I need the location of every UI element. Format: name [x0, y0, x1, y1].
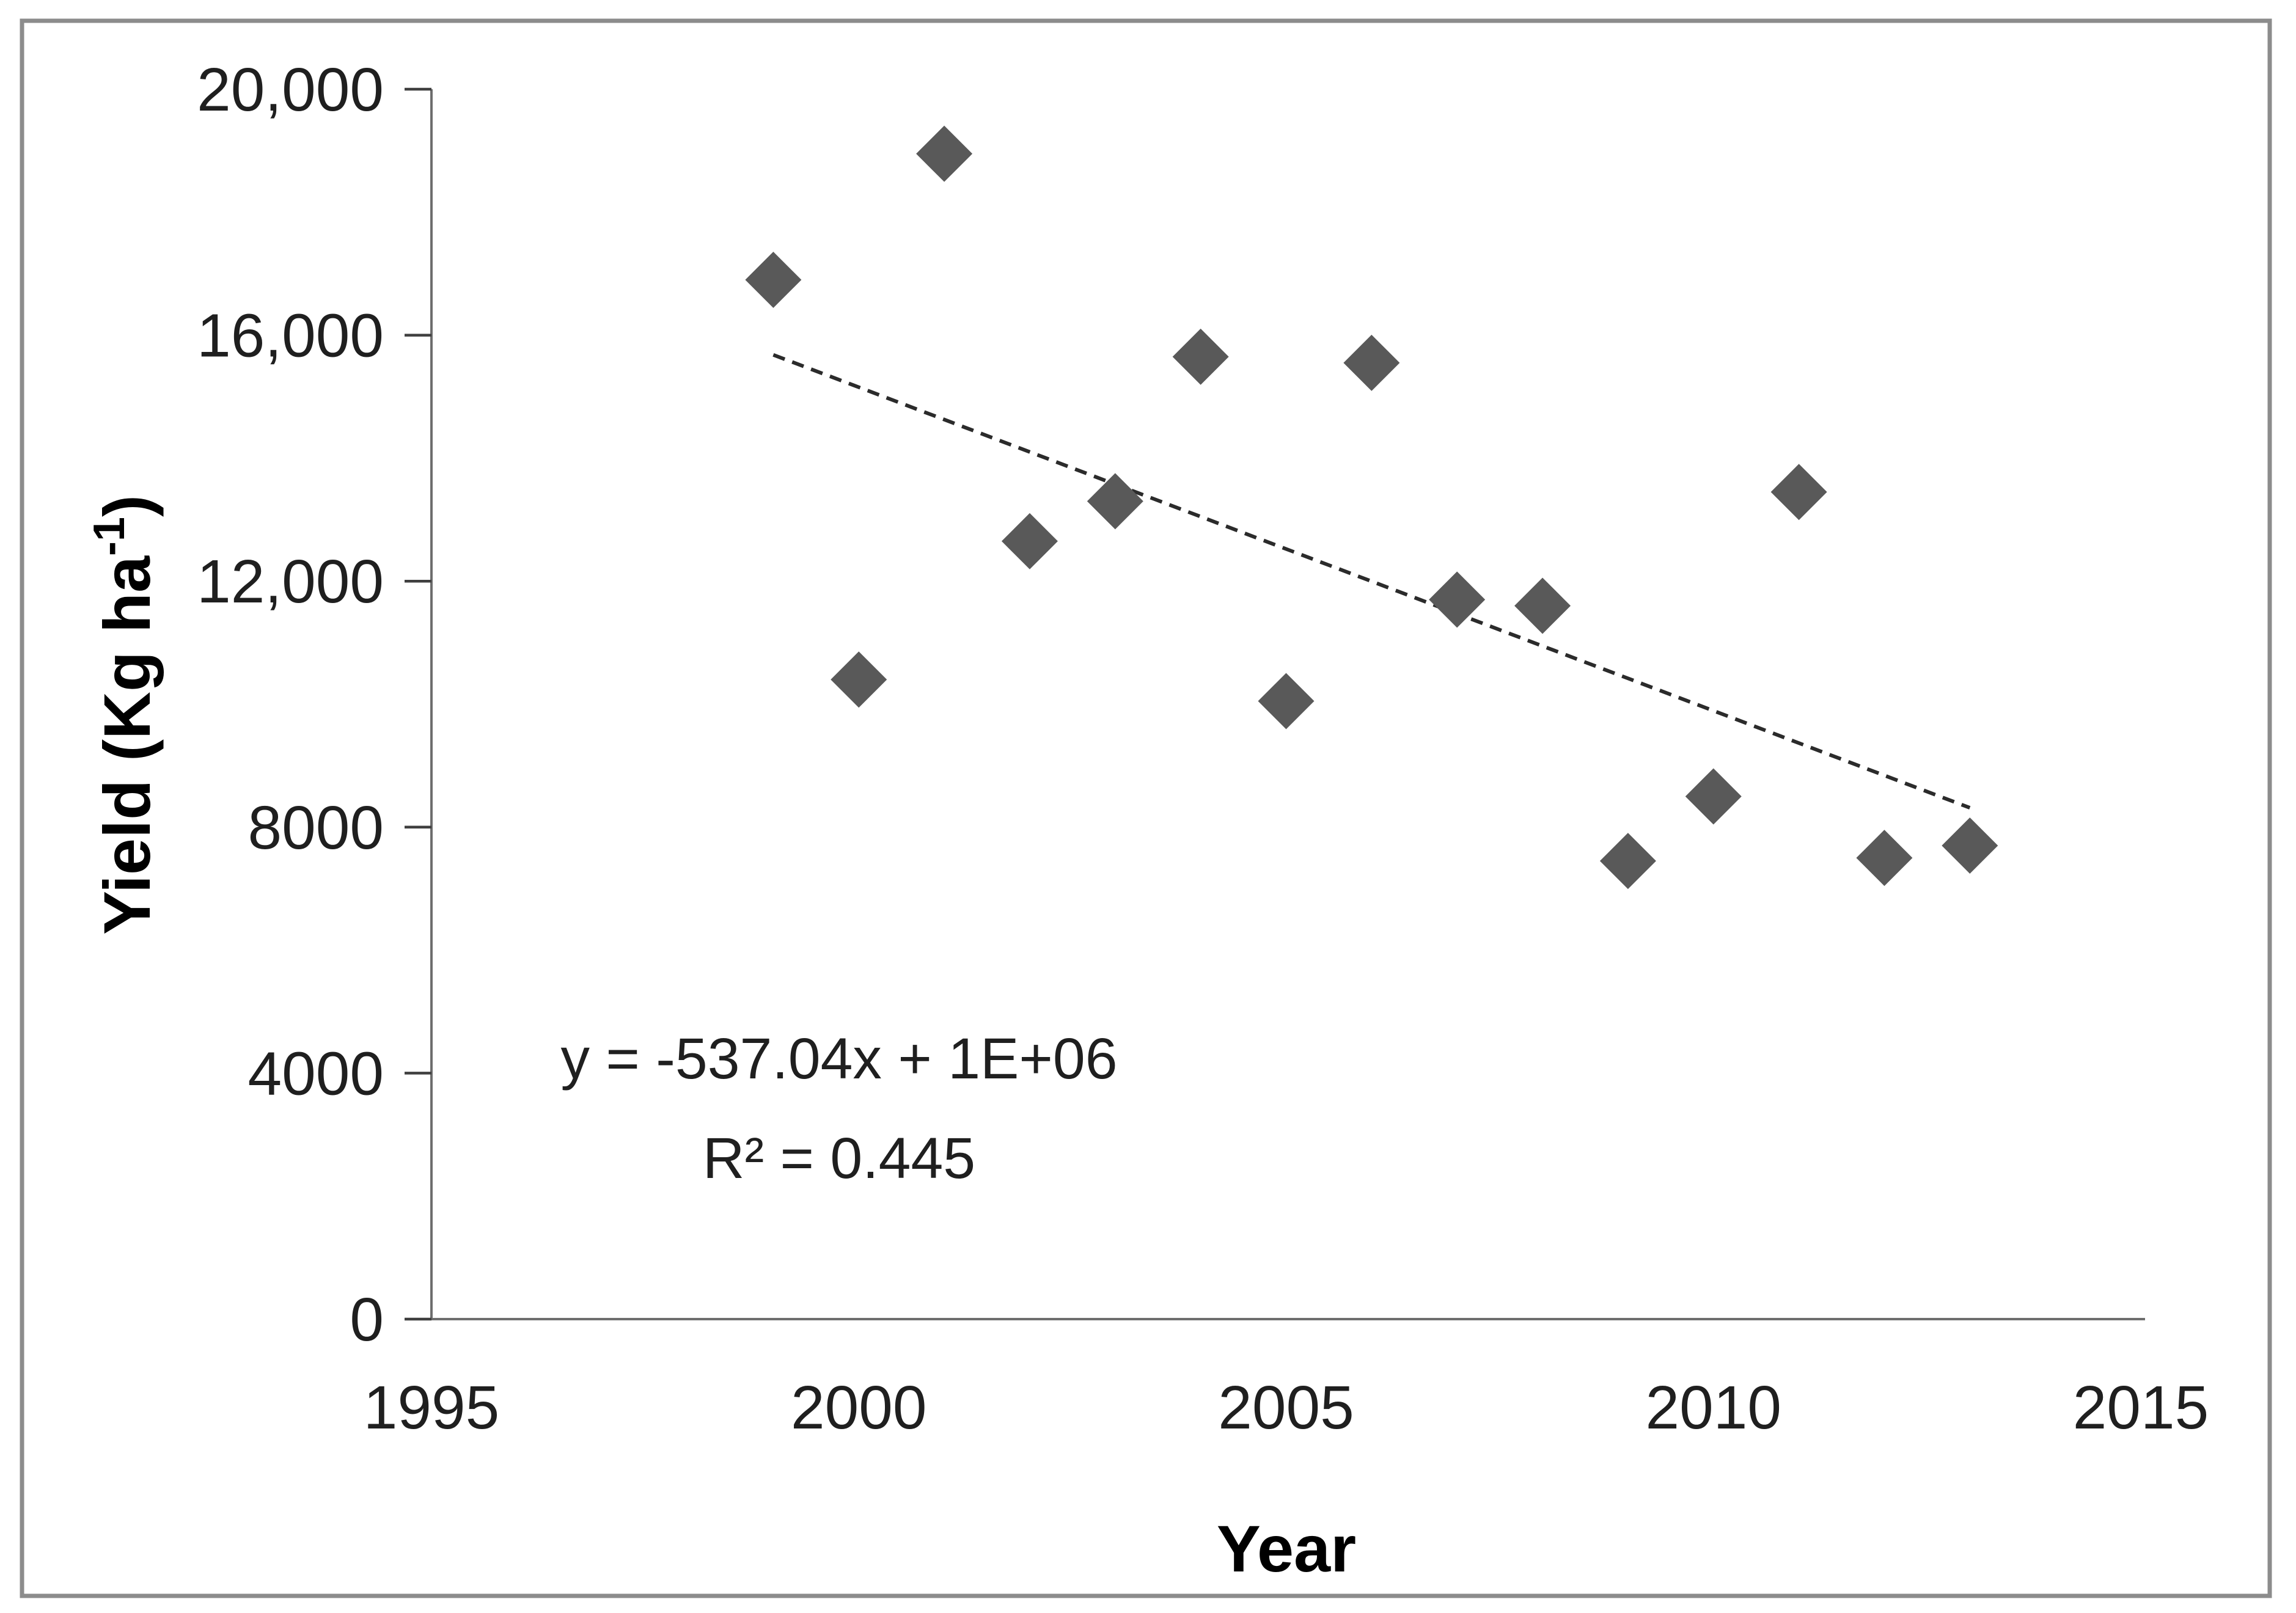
- trendline-equation: y = -537.04x + 1E+06: [560, 1026, 1117, 1091]
- data-point-2002: [1001, 513, 1058, 569]
- data-point-2001: [916, 125, 973, 182]
- data-point-2007: [1429, 571, 1486, 628]
- y-tick-label: 8000: [248, 794, 384, 862]
- y-tick-label: 16,000: [197, 302, 384, 370]
- data-point-1999: [745, 252, 802, 309]
- x-tick-label: 2010: [1646, 1373, 1781, 1442]
- data-point-2011: [1770, 464, 1827, 521]
- data-point-2010: [1685, 768, 1742, 825]
- data-point-2004: [1172, 328, 1229, 385]
- data-point-2013: [1942, 817, 1998, 874]
- data-point-2012: [1856, 830, 1913, 887]
- trendline: [772, 353, 1971, 810]
- y-axis-tick-labels: 0 4000 8000 12,000 16,000 20,000: [197, 56, 384, 1354]
- data-point-2003: [1087, 473, 1143, 530]
- data-point-2006: [1343, 334, 1400, 391]
- x-tick-label: 2015: [2073, 1373, 2209, 1442]
- y-axis-title: Yield (Kg ha-1): [85, 495, 164, 935]
- y-tick-label: 12,000: [197, 547, 384, 616]
- data-point-2005: [1258, 673, 1315, 730]
- y-tick-label: 4000: [248, 1039, 384, 1108]
- x-tick-label: 2005: [1218, 1373, 1354, 1442]
- trendline-r-squared: R² = 0.445: [703, 1126, 975, 1191]
- figure-border: [20, 18, 2272, 1598]
- data-point-2008: [1514, 577, 1571, 634]
- x-axis-tick-labels: 1995 2000 2005 2010 2015: [364, 1373, 2209, 1442]
- y-tick-label: 20,000: [197, 56, 384, 124]
- x-tick-label: 2000: [791, 1373, 926, 1442]
- y-axis-ticks: [405, 87, 431, 1321]
- y-tick-label: 0: [350, 1286, 384, 1354]
- data-point-2009: [1599, 833, 1656, 890]
- x-axis-title: Year: [1217, 1512, 1356, 1586]
- x-tick-label: 1995: [364, 1373, 499, 1442]
- data-points: [745, 125, 1998, 890]
- data-point-2000: [831, 651, 887, 708]
